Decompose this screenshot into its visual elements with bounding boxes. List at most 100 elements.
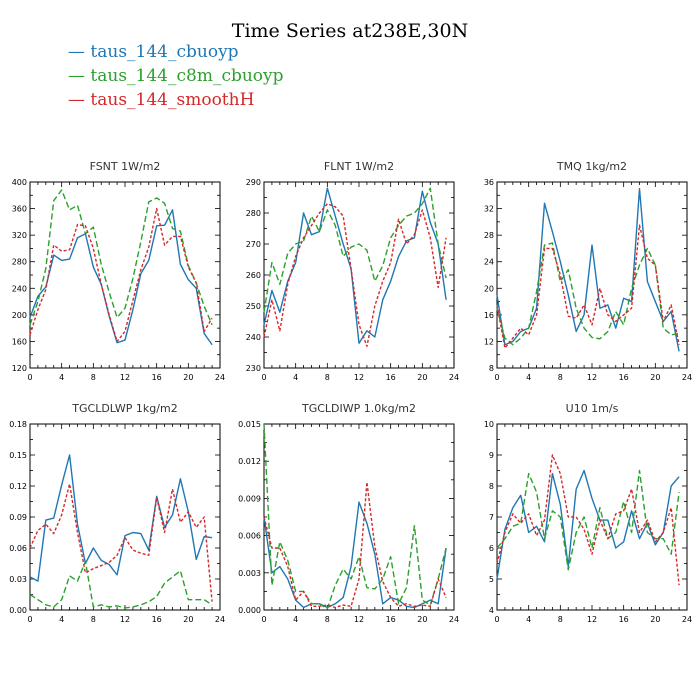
x-tick-label: 12: [120, 373, 130, 382]
x-tick-label: 20: [650, 373, 660, 382]
x-tick-label: 16: [619, 373, 629, 382]
y-tick-label: 260: [246, 271, 261, 280]
x-tick-label: 20: [183, 373, 193, 382]
y-tick-label: 10: [484, 420, 494, 429]
series-line-cbuoyp: [496, 187, 680, 352]
series-line-smoothH: [29, 207, 213, 343]
y-tick-label: 290: [246, 178, 261, 187]
x-tick-label: 24: [215, 615, 225, 624]
y-tick-label: 160: [12, 337, 27, 346]
y-tick-label: 12: [484, 337, 494, 346]
series-line-smoothH: [263, 202, 447, 347]
series-line-c8m-cbuoyp: [496, 469, 680, 571]
y-tick-label: 0.18: [9, 420, 27, 429]
x-tick-label: 16: [386, 373, 396, 382]
y-tick-label: 4: [489, 606, 494, 615]
x-tick-label: 8: [325, 373, 330, 382]
y-tick-label: 230: [246, 364, 261, 373]
panel-frame: [496, 181, 688, 369]
x-tick-label: 16: [386, 615, 396, 624]
y-tick-label: 0.00: [9, 606, 27, 615]
y-tick-label: 0.000: [238, 606, 261, 615]
y-tick-label: 0.003: [238, 569, 261, 578]
y-tick-label: 20: [484, 284, 494, 293]
x-tick-label: 20: [417, 373, 427, 382]
panel-title: TGCLDIWP 1.0kg/m2: [301, 402, 416, 415]
x-tick-label: 12: [587, 373, 597, 382]
x-tick-label: 0: [494, 615, 499, 624]
x-tick-label: 24: [449, 373, 459, 382]
x-tick-label: 4: [526, 373, 531, 382]
y-tick-label: 0.06: [9, 544, 27, 553]
x-tick-label: 20: [417, 615, 427, 624]
panel-frame: [263, 423, 455, 611]
x-tick-label: 12: [587, 615, 597, 624]
series-line-cbuoyp: [263, 187, 447, 344]
x-tick-label: 8: [91, 615, 96, 624]
y-tick-label: 0.03: [9, 575, 27, 584]
x-tick-label: 24: [682, 615, 692, 624]
y-tick-label: 8: [489, 364, 494, 373]
y-tick-label: 320: [12, 231, 27, 240]
y-tick-label: 250: [246, 302, 261, 311]
y-tick-label: 0.006: [238, 532, 261, 541]
y-tick-label: 0.015: [238, 420, 261, 429]
panel-title: TMQ 1kg/m2: [556, 160, 627, 173]
y-tick-label: 7: [489, 513, 494, 522]
y-tick-label: 240: [12, 284, 27, 293]
y-tick-label: 280: [246, 209, 261, 218]
y-tick-label: 400: [12, 178, 27, 187]
y-tick-label: 24: [484, 258, 494, 267]
y-tick-label: 8: [489, 482, 494, 491]
x-tick-label: 20: [650, 615, 660, 624]
series-line-cbuoyp: [29, 209, 213, 346]
y-tick-label: 0.15: [9, 451, 27, 460]
series-line-smoothH: [496, 454, 680, 586]
y-tick-label: 28: [484, 231, 494, 240]
series-line-smoothH: [29, 483, 213, 602]
x-tick-label: 4: [293, 373, 298, 382]
series-line-c8m-cbuoyp: [29, 189, 213, 326]
x-tick-label: 4: [59, 373, 64, 382]
legend-entry-c8m-cbuoyp: — taus_144_c8m_cbuoyp: [68, 66, 284, 86]
x-tick-label: 12: [120, 615, 130, 624]
y-tick-label: 16: [484, 311, 494, 320]
figure-title: Time Series at238E,30N: [231, 20, 469, 42]
y-tick-label: 0.09: [9, 513, 27, 522]
series-line-smoothH: [263, 481, 447, 609]
series-line-cbuoyp: [263, 501, 447, 609]
x-tick-label: 24: [682, 373, 692, 382]
y-tick-label: 240: [246, 333, 261, 342]
x-tick-label: 0: [261, 615, 266, 624]
x-tick-label: 0: [27, 373, 32, 382]
x-tick-label: 0: [261, 373, 266, 382]
y-tick-label: 9: [489, 451, 494, 460]
x-tick-label: 8: [91, 373, 96, 382]
x-tick-label: 8: [558, 373, 563, 382]
series-line-c8m-cbuoyp: [263, 423, 447, 610]
y-tick-label: 5: [489, 575, 494, 584]
y-tick-label: 36: [484, 178, 494, 187]
x-tick-label: 12: [354, 373, 364, 382]
x-tick-label: 16: [619, 615, 629, 624]
x-tick-label: 0: [27, 615, 32, 624]
panel-title: TGCLDLWP 1kg/m2: [71, 402, 177, 415]
y-tick-label: 200: [12, 311, 27, 320]
x-tick-label: 8: [558, 615, 563, 624]
x-tick-label: 24: [215, 373, 225, 382]
series-line-c8m-cbuoyp: [29, 560, 213, 609]
panel-title: U10 1m/s: [566, 402, 619, 415]
y-tick-label: 0.012: [238, 457, 261, 466]
y-tick-label: 280: [12, 258, 27, 267]
series-line-cbuoyp: [29, 454, 213, 582]
y-tick-label: 0.009: [238, 494, 261, 503]
panel-title: FLNT 1W/m2: [324, 160, 394, 173]
y-tick-label: 32: [484, 205, 494, 214]
y-tick-label: 6: [489, 544, 494, 553]
x-tick-label: 12: [354, 615, 364, 624]
x-tick-label: 20: [183, 615, 193, 624]
x-tick-label: 0: [494, 373, 499, 382]
series-line-c8m-cbuoyp: [263, 187, 447, 313]
y-tick-label: 0.12: [9, 482, 27, 491]
